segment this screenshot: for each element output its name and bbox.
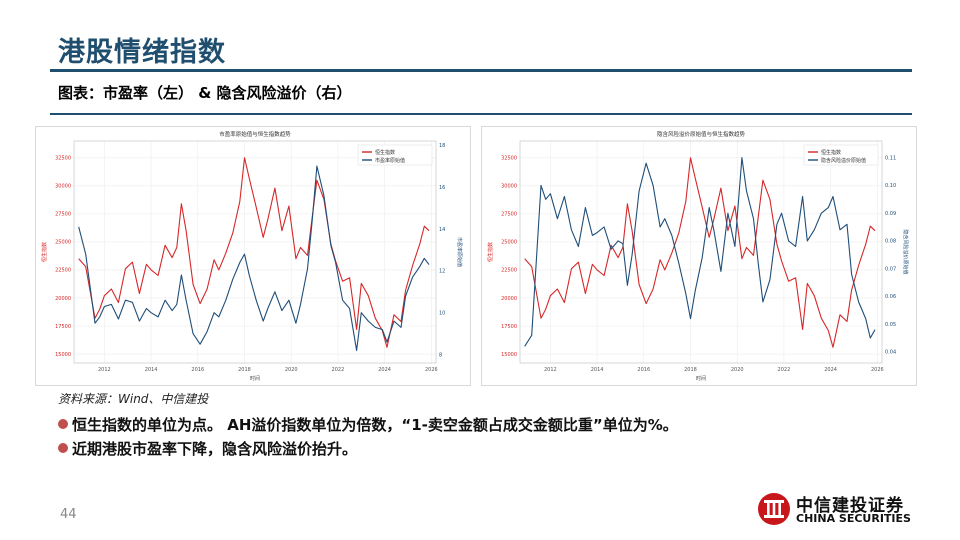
- x-axis-label: 时间: [250, 375, 260, 382]
- y2-axis-label: 隐含风险溢价原始值: [902, 229, 909, 274]
- y-axis-label: 恒生指数: [41, 242, 48, 262]
- bullet-units: 恒生指数的单位为点。 AH溢价指数单位为倍数，“1-卖空金额占成交金额比重”单位…: [58, 414, 678, 435]
- x-tick-label: 2016: [637, 367, 650, 373]
- y-tick-label: 25000: [55, 240, 71, 246]
- x-tick-label: 2024: [378, 367, 391, 373]
- y2-tick-label: 0.09: [885, 211, 896, 217]
- y2-tick-label: 14: [439, 227, 445, 233]
- y2-tick-label: 0.08: [885, 239, 896, 245]
- x-tick-label: 2026: [425, 367, 438, 373]
- y2-tick-label: 0.04: [885, 350, 896, 356]
- pe-ratio-chart-svg: 市盈率原始值与恒生指数趋势 2012 2014 2016 2018 2020 2022 202…: [41, 130, 463, 382]
- y-tick-label: 32500: [501, 156, 517, 162]
- x-tick-label: 2022: [778, 367, 791, 373]
- legend-box: [357, 144, 433, 166]
- y2-tick-label: 10: [439, 311, 445, 317]
- bullet-text: 恒生指数的单位为点。 AH溢价指数单位为倍数，“1-卖空金额占成交金额比重”单位…: [72, 416, 678, 434]
- x-tick-label: 2018: [684, 367, 697, 373]
- company-logo: 中信建投证券 CHINA SECURITIES: [756, 491, 916, 529]
- legend-label: 恒生指数: [821, 149, 841, 156]
- bullet-dot-icon: [58, 419, 68, 429]
- y2-tick-label: 0.11: [885, 155, 896, 161]
- chart-title: 市盈率原始值与恒生指数趋势: [219, 130, 291, 138]
- y-tick-label: 27500: [501, 212, 517, 218]
- x-axis-label: 时间: [696, 375, 706, 382]
- y-tick-label: 22500: [55, 268, 71, 274]
- bullet-conclusion: 近期港股市盈率下降，隐含风险溢价抬升。: [58, 438, 357, 459]
- legend-box: [803, 144, 879, 166]
- risk-premium-chart: 隐含风险溢价原始值与恒生指数趋势 2012 2014 2016 2018 2020 2022…: [481, 126, 917, 386]
- y-tick-label: 20000: [55, 296, 71, 302]
- pe-ratio-chart: 市盈率原始值与恒生指数趋势 2012 2014 2016 2018 2020 2022 202…: [35, 126, 471, 386]
- y-tick-label: 22500: [501, 268, 517, 274]
- x-tick-label: 2024: [824, 367, 837, 373]
- plot-area: [519, 140, 883, 364]
- y-tick-label: 25000: [501, 240, 517, 246]
- slide-title: 港股情绪指数: [58, 37, 226, 68]
- legend-label: 市盈率原始值: [375, 157, 405, 164]
- chart-title: 隐含风险溢价原始值与恒生指数趋势: [657, 130, 746, 138]
- legend-label: 隐含风险溢价原始值: [821, 157, 866, 164]
- y-tick-label: 27500: [55, 212, 71, 218]
- y-axis-label: 恒生指数: [487, 242, 494, 262]
- y2-tick-label: 12: [439, 269, 445, 275]
- y2-tick-label: 0.10: [885, 183, 896, 189]
- x-tick-label: 2012: [544, 367, 557, 373]
- y-tick-label: 30000: [501, 184, 517, 190]
- y2-tick-label: 0.05: [885, 322, 896, 328]
- bullet-dot-icon: [58, 443, 68, 453]
- china-securities-logo-icon: [758, 493, 790, 525]
- x-tick-label: 2022: [332, 367, 345, 373]
- x-tick-label: 2020: [731, 367, 744, 373]
- secondary-series-line: [78, 165, 430, 351]
- source-note: 资料来源：Wind、中信建投: [58, 392, 209, 406]
- x-tick-label: 2026: [871, 367, 884, 373]
- x-tick-label: 2014: [145, 367, 158, 373]
- y-tick-label: 30000: [55, 184, 71, 190]
- page-number: 44: [60, 507, 77, 522]
- secondary-series-line: [524, 157, 876, 347]
- logo-name-en: CHINA SECURITIES: [796, 512, 911, 525]
- y2-tick-label: 18: [439, 143, 445, 149]
- y-tick-label: 20000: [501, 296, 517, 302]
- y-tick-label: 32500: [55, 156, 71, 162]
- y2-tick-label: 16: [439, 185, 445, 191]
- y-tick-label: 17500: [55, 324, 71, 330]
- plot-area: [73, 140, 437, 364]
- y-tick-label: 17500: [501, 324, 517, 330]
- y2-axis-label: 市盈率原始值: [456, 237, 463, 267]
- caption-divider: [50, 113, 912, 115]
- logo-name-cn: 中信建投证券: [796, 496, 904, 516]
- y-tick-label: 15000: [55, 352, 71, 358]
- figure-caption: 图表：市盈率（左） & 隐含风险溢价（右）: [58, 84, 352, 102]
- y-tick-label: 15000: [501, 352, 517, 358]
- title-divider: [50, 69, 912, 72]
- risk-premium-chart-svg: 隐含风险溢价原始值与恒生指数趋势 2012 2014 2016 2018 2020 2022…: [487, 130, 909, 382]
- bullet-text: 近期港股市盈率下降，隐含风险溢价抬升。: [72, 440, 358, 458]
- y2-tick-label: 0.07: [885, 266, 896, 272]
- x-tick-label: 2012: [98, 367, 111, 373]
- x-tick-label: 2020: [285, 367, 298, 373]
- x-tick-label: 2018: [238, 367, 251, 373]
- x-tick-label: 2016: [191, 367, 204, 373]
- hsi-series-line: [524, 157, 876, 348]
- legend-label: 恒生指数: [375, 149, 395, 156]
- hsi-series-line: [78, 157, 430, 348]
- y2-tick-label: 0.06: [885, 294, 896, 300]
- x-tick-label: 2014: [591, 367, 604, 373]
- y2-tick-label: 8: [439, 352, 442, 358]
